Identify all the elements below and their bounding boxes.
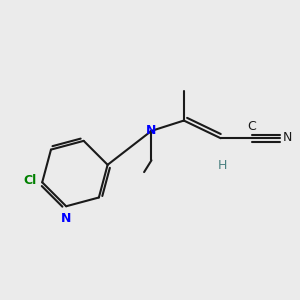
Text: N: N bbox=[283, 131, 292, 144]
Text: C: C bbox=[247, 120, 256, 133]
Text: H: H bbox=[218, 159, 227, 172]
Text: Cl: Cl bbox=[24, 174, 37, 187]
Text: N: N bbox=[61, 212, 71, 225]
Text: N: N bbox=[146, 124, 157, 137]
